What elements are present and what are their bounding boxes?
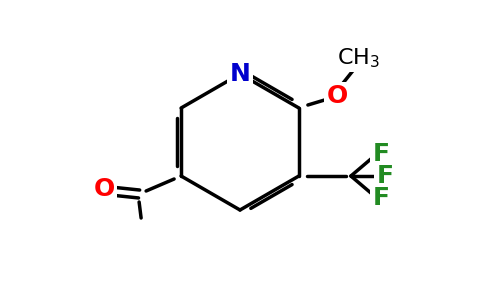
Text: O: O [93,177,115,201]
Text: O: O [326,84,348,108]
Text: F: F [372,186,390,210]
Text: N: N [229,62,250,86]
Text: F: F [377,164,393,188]
Text: F: F [372,142,390,166]
Text: CH$_3$: CH$_3$ [337,46,380,70]
